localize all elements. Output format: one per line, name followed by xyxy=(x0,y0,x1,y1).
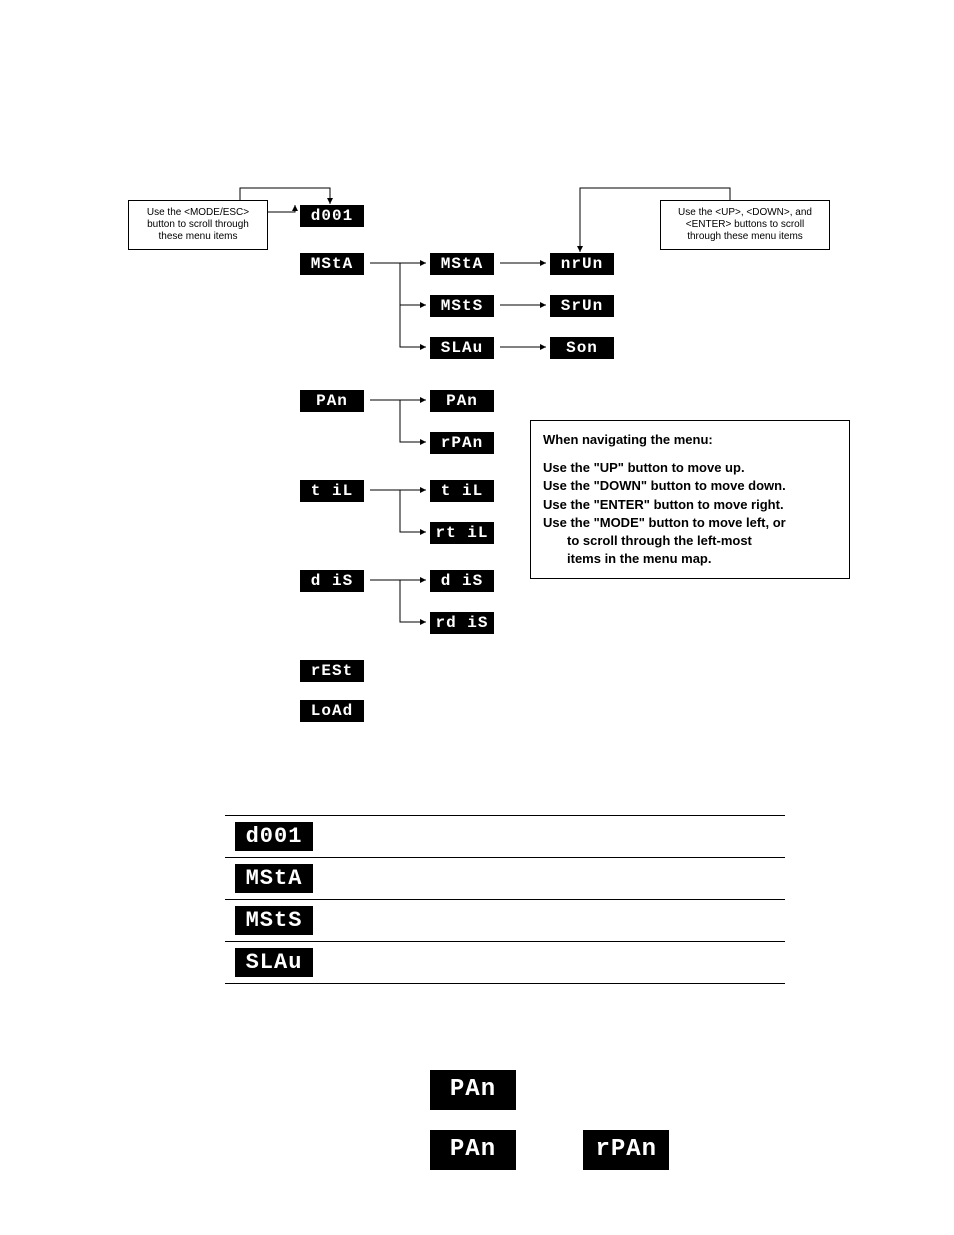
lcd-slau: SLAu xyxy=(430,337,494,359)
lcd-pan: PAn xyxy=(430,390,494,412)
table-row: d001 xyxy=(225,816,785,858)
nav-help-line: to scroll through the left-most xyxy=(567,532,837,550)
nav-help-line: Use the "ENTER" button to move right. xyxy=(543,496,837,514)
legend-desc xyxy=(323,816,785,858)
lcd-msts: MStS xyxy=(430,295,494,317)
lcd-til: t iL xyxy=(430,480,494,502)
legend-desc xyxy=(323,900,785,942)
lcd-load: LoAd xyxy=(300,700,364,722)
lcd-d001: d001 xyxy=(300,205,364,227)
legend-desc xyxy=(323,942,785,984)
lcd-til: t iL xyxy=(300,480,364,502)
bottom-text-block: PAn PAn rPAn xyxy=(430,1070,669,1170)
lcd-legend: MStA xyxy=(235,864,313,893)
lcd-legend: d001 xyxy=(235,822,313,851)
lcd-msta: MStA xyxy=(300,253,364,275)
table-row: MStS xyxy=(225,900,785,942)
nav-help-line: Use the "MODE" button to move left, or xyxy=(543,514,837,532)
lcd-rest: rESt xyxy=(300,660,364,682)
callout-right: Use the <UP>, <DOWN>, and <ENTER> button… xyxy=(660,200,830,250)
lcd-legend: MStS xyxy=(235,906,313,935)
callout-left: Use the <MODE/ESC> button to scroll thro… xyxy=(128,200,268,250)
lcd-son: Son xyxy=(550,337,614,359)
lcd-msta: MStA xyxy=(430,253,494,275)
nav-help-line: Use the "UP" button to move up. xyxy=(543,459,837,477)
lcd-srun: SrUn xyxy=(550,295,614,317)
nav-help-line: items in the menu map. xyxy=(567,550,837,568)
lcd-rdis: rd iS xyxy=(430,612,494,634)
lcd-pan: PAn xyxy=(430,1130,516,1170)
nav-help-box: When navigating the menu: Use the "UP" b… xyxy=(530,420,850,579)
lcd-legend: SLAu xyxy=(235,948,313,977)
lcd-nrun: nrUn xyxy=(550,253,614,275)
lcd-dis: d iS xyxy=(300,570,364,592)
table-row: MStA xyxy=(225,858,785,900)
lcd-pan: PAn xyxy=(430,1070,516,1110)
table-row: SLAu xyxy=(225,942,785,984)
lcd-dis: d iS xyxy=(430,570,494,592)
legend-table: d001 MStA MStS SLAu xyxy=(225,815,785,984)
lcd-rpan: rPAn xyxy=(430,432,494,454)
legend-desc xyxy=(323,858,785,900)
lcd-rpan: rPAn xyxy=(583,1130,669,1170)
nav-help-line: Use the "DOWN" button to move down. xyxy=(543,477,837,495)
nav-help-title: When navigating the menu: xyxy=(543,431,837,449)
lcd-rtil: rt iL xyxy=(430,522,494,544)
lcd-pan: PAn xyxy=(300,390,364,412)
diagram-connectors xyxy=(0,0,954,760)
